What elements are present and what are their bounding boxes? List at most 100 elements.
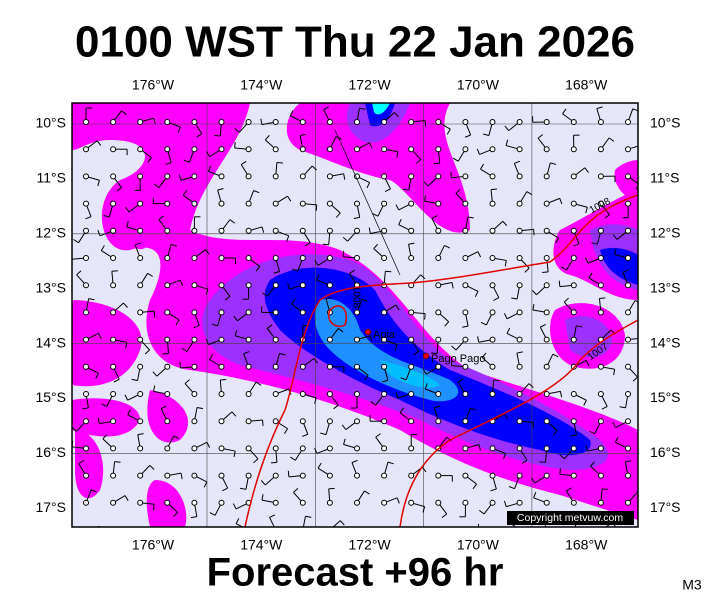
wind-station [463, 528, 468, 533]
wind-station [84, 174, 89, 179]
wind-station [382, 228, 387, 233]
wind-station [409, 174, 414, 179]
wind-station [598, 392, 603, 397]
wind-barb-flag [220, 380, 226, 381]
lat-label: 15°S [35, 389, 66, 405]
wind-station [219, 528, 224, 533]
wind-station [571, 473, 576, 478]
wind-station [571, 446, 576, 451]
wind-station [327, 174, 332, 179]
wind-station [626, 473, 631, 478]
wind-station [111, 120, 116, 125]
wind-station [138, 147, 143, 152]
wind-barb-flag [154, 311, 155, 317]
wind-barb-flag [393, 537, 396, 542]
wind-station [165, 528, 170, 533]
lat-label: 17°S [650, 499, 681, 515]
wind-station [138, 528, 143, 533]
wind-station [490, 310, 495, 315]
wind-station [246, 528, 251, 533]
wind-station [355, 528, 360, 533]
wind-station [626, 446, 631, 451]
wind-barb-flag [641, 531, 642, 537]
wind-station [463, 201, 468, 206]
wind-station [355, 201, 360, 206]
lon-label: 172°W [349, 77, 392, 93]
wind-station [84, 528, 89, 533]
wind-station [84, 228, 89, 233]
wind-station [409, 419, 414, 424]
wind-station [111, 337, 116, 342]
wind-station [192, 500, 197, 505]
wind-station [544, 147, 549, 152]
wind-station [138, 392, 143, 397]
wind-station [84, 256, 89, 261]
wind-station [544, 337, 549, 342]
wind-station [490, 337, 495, 342]
lon-label: 168°W [565, 77, 608, 93]
wind-station [436, 147, 441, 152]
wind-station [463, 419, 468, 424]
wind-station [598, 120, 603, 125]
wind-station [327, 120, 332, 125]
wind-station [219, 337, 224, 342]
wind-station [300, 228, 305, 233]
lat-label: 15°S [650, 389, 681, 405]
wind-station [111, 174, 116, 179]
wind-station [598, 174, 603, 179]
wind-barb [208, 530, 222, 532]
wind-station [273, 201, 278, 206]
wind-station [300, 174, 305, 179]
wind-station [246, 120, 251, 125]
isobar-label: 1008 [350, 286, 361, 309]
wind-station [382, 174, 387, 179]
wind-station [273, 256, 278, 261]
wind-station [327, 283, 332, 288]
wind-station [571, 256, 576, 261]
wind-barb-flag [642, 338, 643, 344]
wind-barb-flag [112, 271, 118, 272]
wind-station [165, 473, 170, 478]
wind-barb-flag [425, 121, 426, 127]
wind-station [571, 174, 576, 179]
wind-station [165, 283, 170, 288]
wind-station [382, 364, 387, 369]
wind-station [138, 337, 143, 342]
wind-station [273, 337, 278, 342]
wind-station [165, 174, 170, 179]
wind-station [138, 419, 143, 424]
wind-station [598, 228, 603, 233]
wind-station [273, 174, 278, 179]
wind-station [436, 120, 441, 125]
wind-barb-flag [180, 536, 184, 540]
wind-station [626, 419, 631, 424]
wind-station [517, 283, 522, 288]
wind-barb [357, 529, 371, 530]
wind-station [382, 446, 387, 451]
wind-barb-flag [641, 145, 643, 151]
wind-station [355, 228, 360, 233]
wind-station [84, 310, 89, 315]
wind-station [436, 256, 441, 261]
wind-station [246, 419, 251, 424]
wind-station [544, 310, 549, 315]
forecast-label: Forecast +96 hr [207, 551, 504, 595]
place-label: Pago Pago [431, 353, 485, 365]
wind-station [571, 419, 576, 424]
wind-barb-flag [429, 542, 435, 544]
wind-station [192, 283, 197, 288]
wind-station [571, 283, 576, 288]
wind-barb [185, 530, 195, 540]
lon-label: 168°W [565, 537, 608, 553]
wind-station [165, 120, 170, 125]
wind-station [436, 174, 441, 179]
wind-station [463, 147, 468, 152]
wind-station [598, 283, 603, 288]
wind-barb-flag [385, 271, 391, 272]
wind-station [165, 364, 170, 369]
wind-station [300, 500, 305, 505]
wind-station [165, 201, 170, 206]
lat-label: 16°S [650, 444, 681, 460]
wind-station [327, 392, 332, 397]
wind-station [544, 228, 549, 233]
